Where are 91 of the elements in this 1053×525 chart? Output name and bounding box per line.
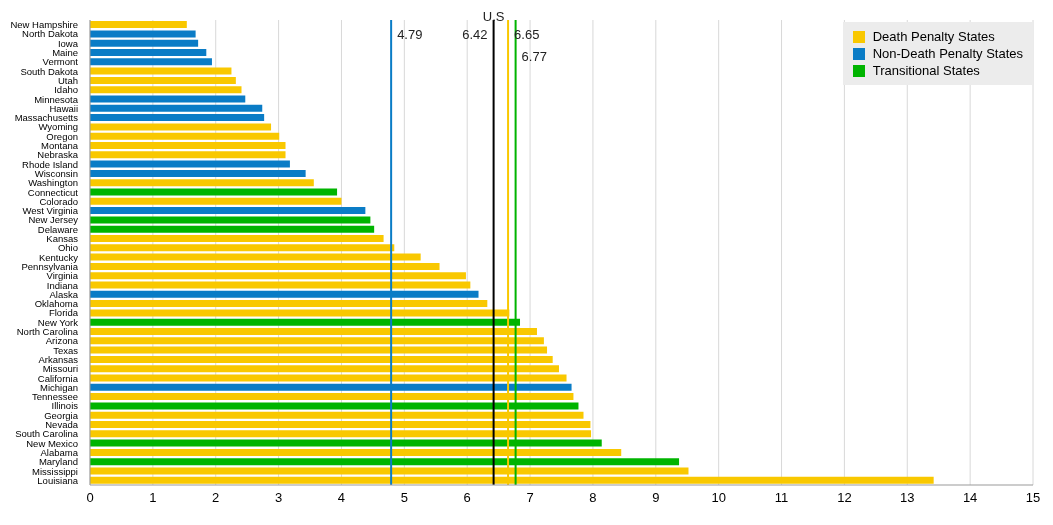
x-tick-label: 6 — [463, 490, 471, 506]
bar — [90, 49, 207, 57]
y-tick-label: Wyoming — [38, 121, 78, 133]
y-tick-label: Kansas — [46, 233, 79, 245]
bar — [90, 123, 272, 131]
bar — [90, 235, 384, 243]
bar — [90, 207, 366, 215]
y-tick-label: Oklahoma — [34, 298, 79, 310]
y-tick-label: Vermont — [42, 56, 79, 68]
y-tick-label: Utah — [57, 74, 78, 86]
y-tick-label: New York — [37, 316, 79, 328]
x-tick-label: 5 — [400, 490, 408, 506]
bar — [90, 76, 236, 84]
bar — [90, 114, 265, 122]
bar — [90, 272, 466, 280]
bar — [90, 160, 290, 168]
ref-line-label: 6.42 — [462, 27, 488, 43]
y-tick-label: South Carolina — [15, 428, 79, 440]
y-tick-label: Rhode Island — [22, 158, 78, 170]
y-tick-label: Idaho — [54, 84, 78, 96]
x-tick-label: 11 — [774, 490, 789, 506]
x-tick-label: 4 — [337, 490, 346, 506]
bar — [90, 216, 371, 224]
y-tick-label: Minnesota — [34, 93, 79, 105]
y-tick-label: South Dakota — [20, 65, 79, 77]
bar — [90, 300, 488, 308]
y-tick-label: New Hampshire — [10, 19, 78, 31]
legend-label: Death Penalty States — [872, 28, 995, 45]
y-tick-label: Wisconsin — [34, 167, 78, 179]
y-tick-label: Texas — [53, 344, 79, 356]
y-tick-label: Ohio — [57, 242, 78, 254]
bar — [90, 151, 286, 159]
ref-line-label: 4.79 — [397, 27, 423, 43]
y-tick-label: West Virginia — [22, 205, 79, 217]
bar — [90, 30, 196, 38]
x-tick-label: 1 — [149, 490, 157, 506]
bar — [90, 21, 187, 29]
bar — [90, 225, 375, 233]
bar — [90, 142, 286, 150]
y-tick-label: Iowa — [57, 37, 79, 49]
y-tick-label: New Mexico — [26, 437, 78, 449]
bar — [90, 253, 421, 261]
x-tick-label: 10 — [711, 490, 726, 506]
y-tick-label: Georgia — [44, 409, 79, 421]
bar — [90, 262, 440, 270]
y-tick-label: Michigan — [39, 381, 78, 393]
y-tick-label: California — [37, 372, 79, 384]
legend-label: Transitional States — [872, 62, 980, 79]
bar — [90, 58, 212, 66]
y-tick-label: Nebraska — [37, 149, 79, 161]
bar — [90, 197, 342, 205]
legend-label: Non-Death Penalty States — [872, 45, 1023, 62]
y-tick-label: Colorado — [39, 195, 78, 207]
bar — [90, 169, 306, 177]
x-tick-label: 0 — [86, 490, 94, 506]
x-tick-label: 2 — [212, 490, 220, 506]
y-tick-label: Maine — [52, 47, 78, 59]
x-tick-label: 14 — [962, 490, 978, 506]
bar — [90, 244, 395, 252]
x-tick-label: 8 — [589, 490, 597, 506]
bar — [90, 132, 280, 140]
y-tick-label: Tennessee — [32, 391, 78, 403]
bar — [90, 86, 242, 94]
y-tick-label: Hawaii — [49, 102, 78, 114]
y-tick-label: Florida — [48, 307, 79, 319]
y-tick-label: Arizona — [45, 335, 79, 347]
bar — [90, 104, 263, 112]
y-tick-label: Montana — [41, 140, 79, 152]
y-tick-label: Arkansas — [38, 353, 79, 365]
x-tick-label: 15 — [1025, 490, 1041, 506]
bar — [90, 95, 246, 103]
y-tick-label: Missouri — [42, 363, 78, 375]
ref-line-label: 6.77 — [521, 49, 547, 65]
bar — [90, 188, 338, 196]
y-tick-label: Maryland — [38, 456, 78, 468]
x-tick-label: 13 — [900, 490, 915, 506]
x-tick-label: 7 — [526, 490, 534, 506]
x-tick-label: 3 — [274, 490, 283, 506]
y-tick-label: Alabama — [40, 446, 79, 458]
y-tick-label: Washington — [28, 177, 78, 189]
y-tick-label: Illinois — [51, 400, 79, 412]
annotation: U.S — [482, 9, 505, 24]
bar — [90, 281, 471, 289]
y-tick-label: Massachusetts — [14, 112, 79, 124]
bar — [90, 39, 199, 47]
x-tick-label: 12 — [837, 490, 852, 506]
x-tick-label: 9 — [652, 490, 660, 506]
y-tick-label: Alaska — [49, 288, 79, 300]
y-tick-label: North Carolina — [16, 326, 79, 338]
bar — [90, 179, 314, 187]
bar — [90, 67, 232, 75]
